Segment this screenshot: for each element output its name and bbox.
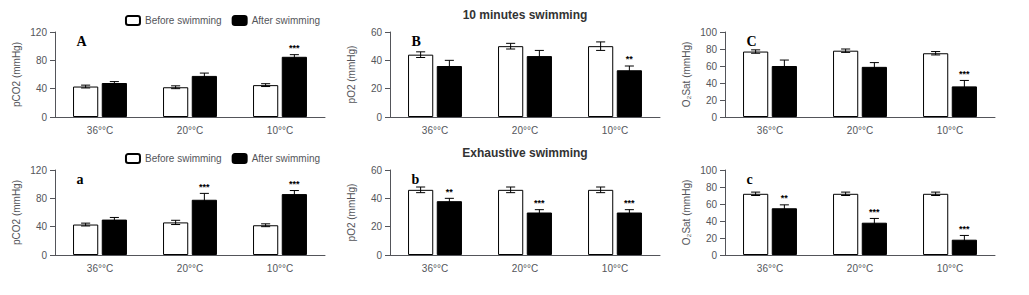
svg-text:80: 80: [36, 55, 48, 66]
svg-text:0: 0: [41, 250, 47, 261]
svg-text:***: ***: [869, 207, 880, 217]
svg-text:10 minutes swimming: 10 minutes swimming: [463, 8, 588, 22]
svg-text:b: b: [412, 172, 420, 187]
svg-text:60: 60: [706, 61, 718, 72]
svg-text:40: 40: [36, 221, 48, 232]
svg-text:A: A: [77, 34, 88, 49]
svg-text:***: ***: [534, 198, 545, 208]
svg-text:c: c: [747, 172, 753, 187]
svg-text:pO2 (mmHg): pO2 (mmHg): [346, 46, 357, 104]
svg-text:36°°C: 36°°C: [757, 263, 783, 274]
svg-text:B: B: [412, 34, 421, 49]
svg-text:***: ***: [624, 198, 635, 208]
svg-text:20°°C: 20°°C: [177, 125, 203, 136]
svg-text:36°°C: 36°°C: [422, 125, 448, 136]
svg-text:20°°C: 20°°C: [512, 263, 538, 274]
svg-text:100: 100: [700, 27, 717, 38]
svg-text:**: **: [781, 193, 789, 203]
svg-text:120: 120: [30, 27, 47, 38]
svg-text:36°°C: 36°°C: [422, 263, 448, 274]
svg-text:***: ***: [289, 43, 300, 53]
svg-text:20°°C: 20°°C: [847, 263, 873, 274]
svg-text:36°°C: 36°°C: [87, 263, 113, 274]
svg-text:Before swimming: Before swimming: [145, 153, 222, 164]
svg-text:pCO2 (mmHg): pCO2 (mmHg): [11, 42, 22, 107]
svg-text:Before swimming: Before swimming: [145, 15, 222, 26]
svg-text:**: **: [446, 187, 454, 197]
svg-text:80: 80: [706, 182, 718, 193]
svg-text:***: ***: [199, 182, 210, 192]
svg-text:***: ***: [289, 179, 300, 189]
svg-text:20: 20: [371, 221, 383, 232]
svg-text:40: 40: [706, 78, 718, 89]
svg-text:10°°C: 10°°C: [602, 263, 628, 274]
svg-text:60: 60: [706, 199, 718, 210]
svg-text:0: 0: [711, 112, 717, 123]
svg-text:***: ***: [959, 224, 970, 234]
svg-text:20°°C: 20°°C: [847, 125, 873, 136]
svg-text:80: 80: [706, 44, 718, 55]
svg-text:pCO2 (mmHg): pCO2 (mmHg): [11, 180, 22, 245]
svg-text:C: C: [747, 34, 757, 49]
svg-text:0: 0: [711, 250, 717, 261]
svg-text:80: 80: [36, 193, 48, 204]
svg-text:40: 40: [371, 193, 383, 204]
svg-text:100: 100: [700, 165, 717, 176]
svg-text:0: 0: [41, 112, 47, 123]
svg-text:36°°C: 36°°C: [87, 125, 113, 136]
svg-text:10°°C: 10°°C: [267, 263, 293, 274]
svg-text:10°°C: 10°°C: [602, 125, 628, 136]
svg-text:40: 40: [706, 216, 718, 227]
svg-text:36°°C: 36°°C: [757, 125, 783, 136]
svg-text:0: 0: [376, 112, 382, 123]
svg-text:120: 120: [30, 165, 47, 176]
svg-text:***: ***: [959, 69, 970, 79]
svg-text:a: a: [77, 172, 84, 187]
svg-text:40: 40: [371, 55, 383, 66]
svg-text:**: **: [626, 54, 634, 64]
svg-text:After swimming: After swimming: [252, 153, 320, 164]
svg-text:40: 40: [36, 83, 48, 94]
svg-text:pO2 (mmHg): pO2 (mmHg): [346, 184, 357, 242]
svg-text:O₂Sat (mmHg): O₂Sat (mmHg): [681, 42, 692, 108]
svg-text:Exhaustive swimming: Exhaustive swimming: [462, 146, 587, 160]
svg-text:60: 60: [371, 165, 383, 176]
svg-text:60: 60: [371, 27, 383, 38]
svg-text:20°°C: 20°°C: [512, 125, 538, 136]
svg-text:10°°C: 10°°C: [937, 125, 963, 136]
svg-text:20°°C: 20°°C: [177, 263, 203, 274]
svg-text:10°°C: 10°°C: [267, 125, 293, 136]
svg-text:10°°C: 10°°C: [937, 263, 963, 274]
svg-text:O₂Sat (mmHg): O₂Sat (mmHg): [681, 180, 692, 246]
svg-text:20: 20: [706, 95, 718, 106]
svg-text:20: 20: [371, 83, 383, 94]
svg-text:After swimming: After swimming: [252, 15, 320, 26]
svg-text:20: 20: [706, 233, 718, 244]
svg-text:0: 0: [376, 250, 382, 261]
